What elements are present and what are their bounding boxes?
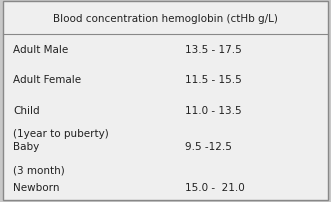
Text: 15.0 -  21.0: 15.0 - 21.0 bbox=[185, 182, 245, 192]
Text: Blood concentration hemoglobin (ctHb g/L): Blood concentration hemoglobin (ctHb g/L… bbox=[53, 14, 278, 24]
Text: (1year to puberty): (1year to puberty) bbox=[13, 128, 109, 138]
Text: Baby: Baby bbox=[13, 141, 39, 151]
Text: Newborn: Newborn bbox=[13, 182, 60, 192]
FancyBboxPatch shape bbox=[3, 2, 328, 200]
Text: (3 month): (3 month) bbox=[13, 165, 65, 175]
Text: Adult Male: Adult Male bbox=[13, 44, 69, 54]
Text: Adult Female: Adult Female bbox=[13, 75, 81, 85]
Text: 11.0 - 13.5: 11.0 - 13.5 bbox=[185, 105, 242, 115]
Text: Child: Child bbox=[13, 105, 40, 115]
Text: 9.5 -12.5: 9.5 -12.5 bbox=[185, 141, 232, 151]
Text: 11.5 - 15.5: 11.5 - 15.5 bbox=[185, 75, 242, 85]
Text: 13.5 - 17.5: 13.5 - 17.5 bbox=[185, 44, 242, 54]
